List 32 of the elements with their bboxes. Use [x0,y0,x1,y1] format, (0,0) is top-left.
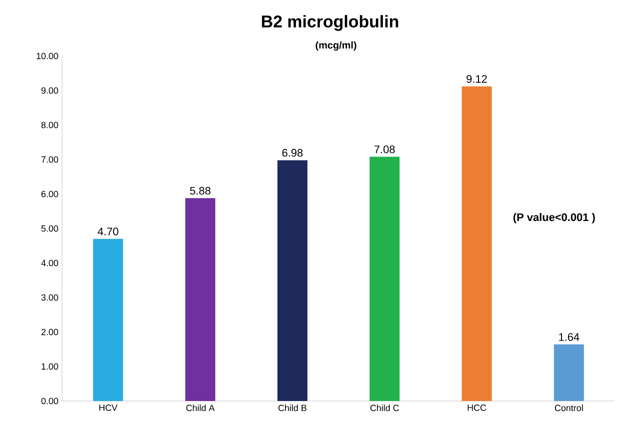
annotation: (P value<0.001 ) [513,213,595,224]
y-tick-label: 6.00 [41,190,58,198]
chart-title: B2 microglobulin [262,15,398,31]
data-label: 4.70 [98,228,118,236]
x-tick-label: Child B [278,404,306,412]
x-tick-label: Control [554,404,583,412]
x-tick-label: HCC [468,404,486,411]
bar [370,156,400,401]
y-tick-label: 7.00 [41,156,58,163]
bar [93,238,124,401]
y-tick-label: 1.00 [42,363,58,370]
data-label: 1.64 [559,333,580,341]
y-tick-label: 0.00 [41,398,58,404]
chart-subtitle: (mcg/ml) [316,41,356,51]
x-tick-label: Child C [370,404,399,412]
y-tick-label: 4.00 [41,260,58,266]
x-tick-label: Child A [186,404,215,412]
data-label: 9.12 [466,75,487,83]
y-tick-label: 10.00 [36,52,58,60]
y-tick-label: 9.00 [41,87,58,94]
x-tick-label: HCV [99,404,118,411]
bar [185,198,216,401]
y-tick-label: 8.00 [41,122,58,128]
data-label: 6.98 [282,148,303,157]
bar [277,160,308,401]
y-tick-label: 5.00 [41,225,58,232]
data-label: 5.88 [190,186,210,195]
data-label: 7.08 [374,145,395,154]
y-tick-label: 2.00 [41,328,58,336]
bar [554,344,584,401]
y-tick-label: 3.00 [41,294,58,301]
bar [462,86,492,401]
